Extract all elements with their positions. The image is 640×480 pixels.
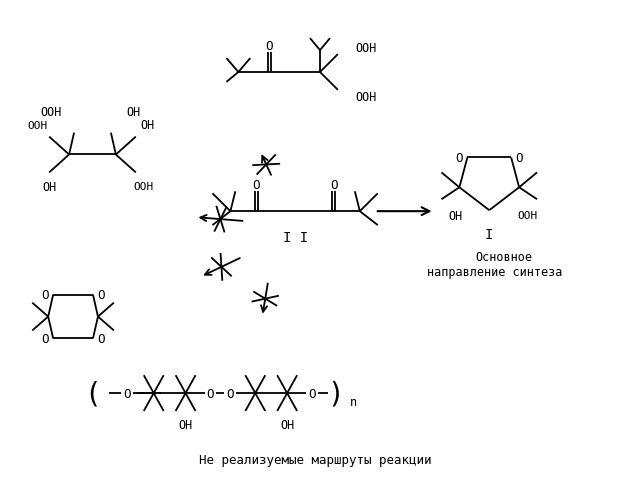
- Text: O: O: [266, 39, 273, 52]
- Text: O: O: [207, 387, 214, 400]
- Text: Основное: Основное: [476, 251, 532, 264]
- Text: O: O: [97, 332, 105, 345]
- Text: O: O: [97, 288, 105, 301]
- Text: O: O: [227, 387, 234, 400]
- Text: O: O: [253, 179, 260, 192]
- Text: направление синтеза: направление синтеза: [426, 266, 562, 279]
- Text: OH: OH: [42, 180, 56, 193]
- Text: O: O: [330, 179, 338, 192]
- Text: Не реализуемые маршруты реакции: Не реализуемые маршруты реакции: [199, 453, 431, 466]
- Text: O: O: [308, 387, 316, 400]
- Text: OH: OH: [179, 419, 193, 432]
- Text: OOH: OOH: [356, 42, 377, 55]
- Text: O: O: [456, 152, 463, 165]
- Text: OOH: OOH: [517, 211, 537, 221]
- Text: I: I: [485, 228, 493, 241]
- Text: O: O: [42, 288, 49, 301]
- Text: OOH: OOH: [27, 120, 47, 131]
- Text: ): ): [328, 379, 344, 407]
- Text: O: O: [42, 332, 49, 345]
- Text: OOH: OOH: [134, 182, 154, 192]
- Text: I I: I I: [282, 230, 308, 244]
- Text: OH: OH: [141, 119, 155, 132]
- Text: OOH: OOH: [40, 106, 62, 119]
- Text: OOH: OOH: [356, 91, 377, 104]
- Text: n: n: [350, 395, 357, 408]
- Text: O: O: [123, 387, 131, 400]
- Text: OH: OH: [280, 419, 294, 432]
- Text: OH: OH: [127, 106, 141, 119]
- Text: O: O: [515, 152, 523, 165]
- Text: (: (: [84, 379, 101, 407]
- Text: OH: OH: [448, 209, 463, 222]
